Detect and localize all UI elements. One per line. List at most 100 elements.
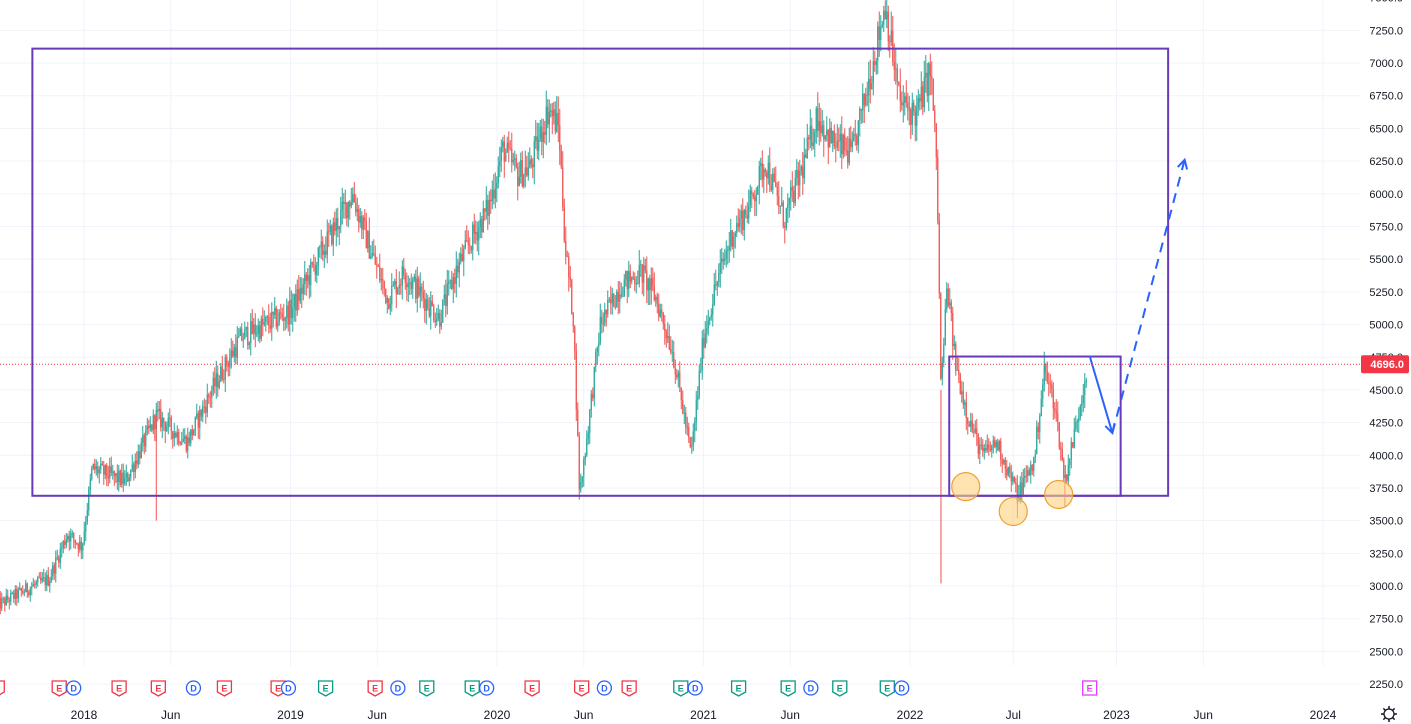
candle-body	[703, 338, 705, 348]
earnings-marker[interactable]: E	[730, 680, 747, 697]
candle-body	[331, 225, 333, 245]
dividend-marker[interactable]: D	[479, 680, 495, 696]
candle-body	[938, 220, 940, 294]
candle-body	[625, 271, 627, 280]
earnings-marker[interactable]: E	[0, 680, 5, 696]
candle-body	[785, 208, 787, 228]
earnings-marker[interactable]: E	[879, 680, 895, 697]
candle-body	[818, 121, 820, 131]
candle-body	[337, 218, 339, 230]
earnings-marker[interactable]: E	[51, 680, 67, 697]
dividend-marker[interactable]: D	[687, 680, 703, 696]
candle-body	[521, 160, 523, 187]
support-circle[interactable]	[998, 496, 1028, 527]
candle-body	[880, 26, 882, 40]
base-rectangle[interactable]	[948, 355, 1122, 497]
candle-body	[31, 586, 33, 589]
settings-gear-icon[interactable]	[1381, 706, 1397, 722]
candle-body	[58, 557, 60, 563]
candle-body	[449, 280, 451, 282]
candle-body	[226, 357, 228, 366]
dividend-marker[interactable]: D	[185, 680, 202, 696]
candle-body	[1064, 474, 1066, 478]
candle-body	[571, 279, 573, 314]
candle-body	[935, 123, 937, 158]
candle-body	[853, 134, 855, 142]
earnings-marker[interactable]: E	[524, 680, 540, 697]
dividend-marker[interactable]: D	[596, 680, 613, 696]
earnings-marker[interactable]: E	[419, 680, 435, 697]
candle-body	[91, 468, 93, 480]
earnings-marker[interactable]: E	[216, 680, 233, 697]
earnings-marker[interactable]: E	[150, 680, 166, 697]
candle-body	[152, 415, 154, 431]
candle-body	[611, 293, 613, 304]
candle-body	[218, 381, 220, 388]
candle-body	[487, 200, 489, 216]
earnings-marker-badge	[621, 680, 637, 697]
candle-body	[332, 222, 334, 245]
candle-body	[673, 351, 675, 368]
candle-body	[793, 190, 795, 204]
earnings-marker[interactable]: E	[780, 680, 796, 697]
time-axis[interactable]: 2018 Jun 2019 Jun 2020 Jun 2021 Jun 2022 Jul 2023 J…	[0, 703, 1360, 724]
candle-body	[410, 282, 412, 289]
candle-body	[970, 420, 972, 427]
up-dashed-arrow-line[interactable]	[1111, 159, 1186, 434]
candle-body	[580, 481, 582, 490]
candle-body	[974, 428, 976, 433]
dividend-marker[interactable]: D	[894, 680, 910, 696]
candle-body	[25, 583, 27, 593]
dividend-marker[interactable]: D	[280, 680, 297, 696]
earnings-marker[interactable]: E	[111, 680, 127, 697]
range-rectangle[interactable]	[31, 47, 1170, 497]
earnings-marker[interactable]: E	[317, 680, 334, 697]
event-markers[interactable]: EEDEEDEEDEEDEEDEEDEEDEEDEEDE	[0, 680, 1098, 697]
dividend-marker[interactable]: D	[390, 680, 406, 696]
candle-body	[742, 210, 744, 231]
earnings-marker[interactable]: E	[1082, 680, 1098, 696]
candle-body	[67, 535, 69, 540]
candle-body	[292, 307, 294, 318]
dividend-marker[interactable]: D	[803, 680, 819, 696]
earnings-marker[interactable]: E	[574, 680, 590, 697]
candle-body	[394, 281, 396, 285]
candle-body	[754, 196, 756, 202]
price-axis[interactable]: 7500.0 7250.0 7000.0 6750.0 6500.0 6250.0 6000…	[1360, 0, 1411, 724]
earnings-marker[interactable]: E	[464, 680, 480, 697]
down-arrow-line[interactable]	[1088, 355, 1114, 434]
price-tick-label: 2750.0	[1369, 614, 1403, 626]
dividend-marker[interactable]: D	[66, 680, 82, 696]
candle-body	[356, 209, 358, 212]
candle-body	[503, 141, 505, 162]
candle-body	[349, 201, 351, 207]
candle-body	[374, 254, 376, 265]
earnings-marker[interactable]: E	[367, 680, 383, 697]
candle-body	[877, 26, 879, 61]
last-price-tag[interactable]	[1361, 355, 1409, 374]
earnings-marker-badge	[419, 680, 435, 697]
candle-body	[883, 10, 885, 25]
candle-body	[241, 328, 243, 340]
candle-body	[121, 472, 123, 485]
candle-body	[607, 300, 609, 315]
earnings-marker[interactable]: E	[832, 680, 848, 697]
candle-body	[796, 169, 798, 178]
candle-body	[103, 465, 105, 475]
candle-body	[1013, 476, 1015, 483]
candle-body	[200, 410, 202, 417]
candle-body	[89, 479, 91, 490]
event-marker-label: E	[678, 684, 684, 694]
support-circle[interactable]	[1044, 479, 1074, 510]
candle-body	[839, 133, 841, 142]
earnings-marker[interactable]: E	[673, 680, 689, 697]
candle-body	[479, 219, 481, 228]
candle-body	[253, 324, 255, 334]
candle-body	[823, 125, 825, 140]
earnings-marker[interactable]: E	[621, 680, 637, 697]
candle-body	[73, 533, 75, 540]
candle-body	[436, 318, 438, 323]
chart-drawings[interactable]	[31, 47, 1189, 527]
support-circle[interactable]	[951, 472, 981, 502]
